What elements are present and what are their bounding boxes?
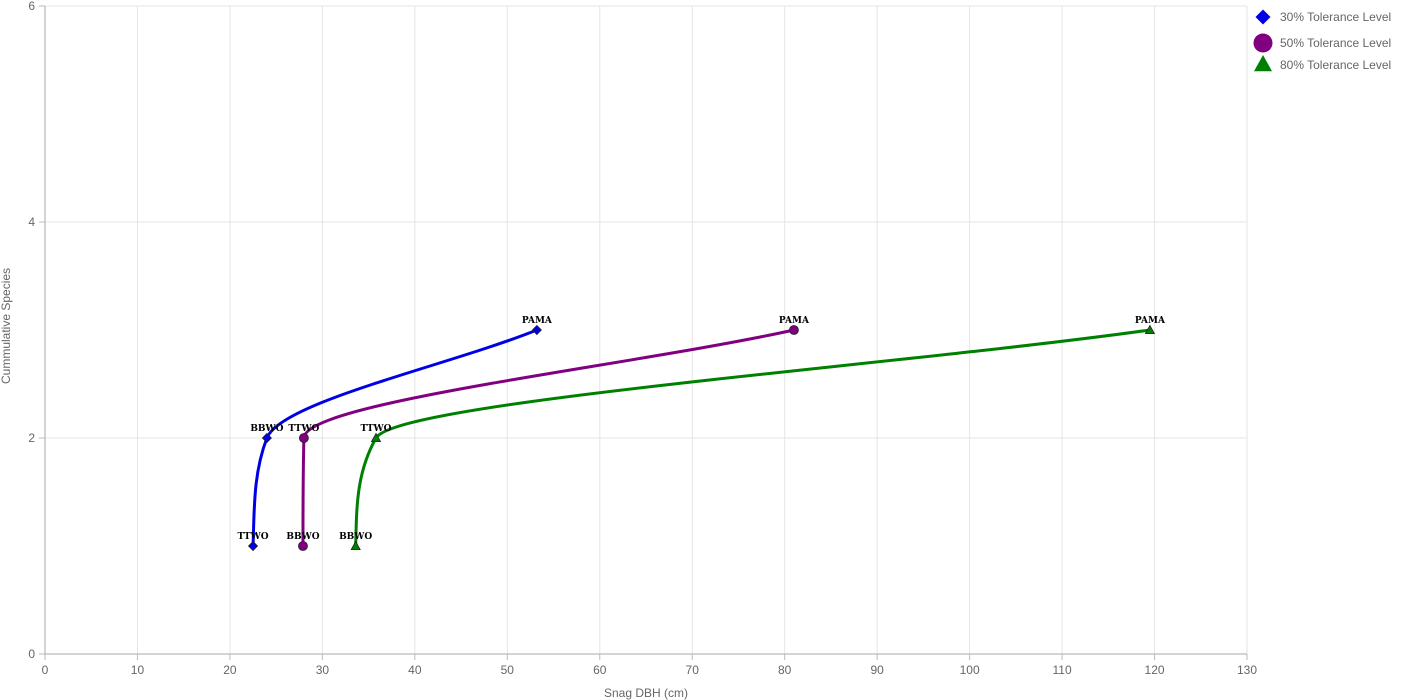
y-axis-ticks: 0 2 4 6 — [28, 0, 45, 661]
y-tick-label: 2 — [28, 431, 35, 445]
legend-item-2[interactable]: 50% Tolerance Level — [1253, 33, 1392, 53]
data-point-label: TTWO — [238, 532, 269, 542]
x-tick-label: 0 — [42, 663, 49, 677]
chart-grid — [44, 5, 1248, 655]
x-tick-label: 80 — [778, 663, 792, 677]
legend-label: 30% Tolerance Level — [1280, 10, 1391, 24]
data-point — [531, 324, 542, 336]
data-point — [370, 432, 382, 443]
y-tick-label: 0 — [28, 647, 35, 661]
data-point-label: PAMA — [522, 316, 553, 326]
data-point-label: BBWO — [339, 532, 372, 542]
legend-label: 80% Tolerance Level — [1280, 58, 1391, 72]
legend-item-3[interactable]: 80% Tolerance Level — [1254, 55, 1391, 72]
data-point-label: TTWO — [360, 424, 391, 434]
y-tick-label: 6 — [28, 0, 35, 13]
data-point — [298, 433, 309, 443]
x-tick-label: 130 — [1237, 663, 1257, 677]
chart-legend[interactable]: 30% Tolerance Level 50% Tolerance Level 80… — [1253, 9, 1392, 73]
legend-marker — [1254, 55, 1272, 72]
x-tick-label: 40 — [408, 663, 422, 677]
data-point — [247, 540, 259, 552]
data-point — [789, 325, 799, 335]
chart-axes — [44, 6, 1247, 655]
data-point — [350, 540, 361, 550]
x-tick-label: 10 — [131, 663, 145, 677]
x-tick-label: 70 — [686, 663, 700, 677]
data-point — [1144, 324, 1156, 335]
legend-item-1[interactable]: 30% Tolerance Level — [1255, 9, 1392, 25]
data-point-label: TTWO — [288, 424, 319, 434]
y-tick-label: 4 — [28, 215, 35, 229]
data-point-label: BBWO — [250, 424, 283, 434]
legend-marker — [1253, 33, 1273, 53]
y-axis-title: Cummulative Species — [0, 268, 13, 384]
data-point-label: BBWO — [286, 532, 319, 542]
chart-series — [247, 324, 1156, 552]
series-line-1 — [251, 328, 538, 547]
x-tick-label: 110 — [1053, 663, 1072, 677]
data-point-label: PAMA — [779, 316, 810, 326]
x-tick-label: 100 — [960, 663, 980, 677]
x-axis-ticks: 0 10 20 30 40 50 60 70 80 90 100 110 120 130 — [42, 654, 1257, 677]
series-line-3 — [354, 328, 1151, 547]
x-tick-label: 120 — [1145, 663, 1165, 677]
data-point-label: PAMA — [1135, 316, 1166, 326]
x-tick-label: 60 — [593, 663, 607, 677]
x-axis-title: Snag DBH (cm) — [604, 686, 688, 700]
x-tick-label: 50 — [501, 663, 515, 677]
series-line-2 — [301, 328, 795, 547]
legend-label: 50% Tolerance Level — [1280, 36, 1391, 50]
x-tick-label: 20 — [223, 663, 237, 677]
data-point — [261, 432, 272, 444]
legend-marker — [1255, 9, 1271, 25]
x-tick-label: 90 — [870, 663, 884, 677]
point-labels: TTWO BBWO PAMA BBWO TTWO PAMA BBWO TTWO PAMA — [238, 316, 1166, 542]
x-tick-label: 30 — [316, 663, 330, 677]
data-point — [298, 541, 308, 551]
